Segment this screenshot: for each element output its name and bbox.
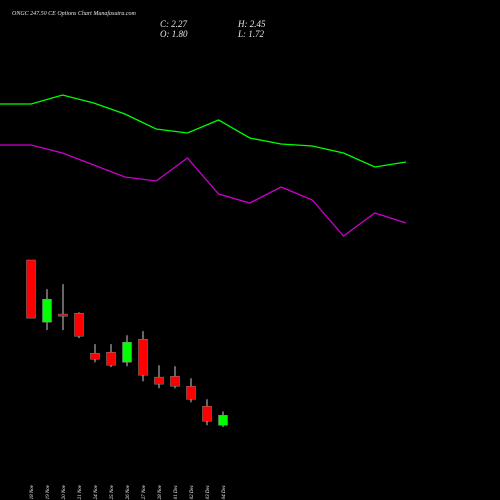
x-tick-label: 04 Dec [222, 484, 227, 499]
candle-body [58, 313, 68, 317]
low-label: L: 1.72 [237, 29, 265, 39]
indicator-line [0, 94, 407, 168]
x-tick-label: 21 Nov [78, 484, 83, 499]
close-label: C: 2.27 [160, 19, 188, 29]
indicator-line [0, 144, 407, 237]
chart-title: ONGC 247.50 CE Options Chart Munafasutra… [12, 10, 137, 17]
candle-body [74, 313, 84, 337]
x-tick-label: 28 Nov [158, 484, 163, 499]
x-tick-label: 25 Nov [110, 484, 115, 499]
candle-body [42, 298, 52, 323]
candle-body [170, 376, 180, 387]
candle-body [90, 353, 100, 360]
x-tick-label: 27 Nov [142, 484, 147, 499]
candle-body [122, 341, 132, 363]
open-label: O: 1.80 [160, 29, 188, 39]
x-tick-label: 01 Dec [174, 484, 179, 499]
x-tick-label: 18 Nov [30, 484, 35, 499]
candle-body [186, 386, 196, 400]
candle-body [106, 351, 116, 366]
x-tick-label: 02 Dec [190, 484, 195, 499]
candle-body [154, 376, 164, 385]
x-tick-label: 20 Nov [62, 484, 67, 499]
candle-body [138, 338, 148, 376]
high-label: H: 2.45 [237, 19, 266, 29]
candle-body [218, 415, 228, 426]
candle-body [26, 259, 36, 319]
x-tick-label: 03 Dec [206, 484, 211, 499]
x-tick-label: 19 Nov [46, 484, 51, 499]
x-tick-label: 24 Nov [94, 484, 99, 499]
candle-body [202, 406, 212, 422]
x-tick-label: 26 Nov [126, 484, 131, 499]
